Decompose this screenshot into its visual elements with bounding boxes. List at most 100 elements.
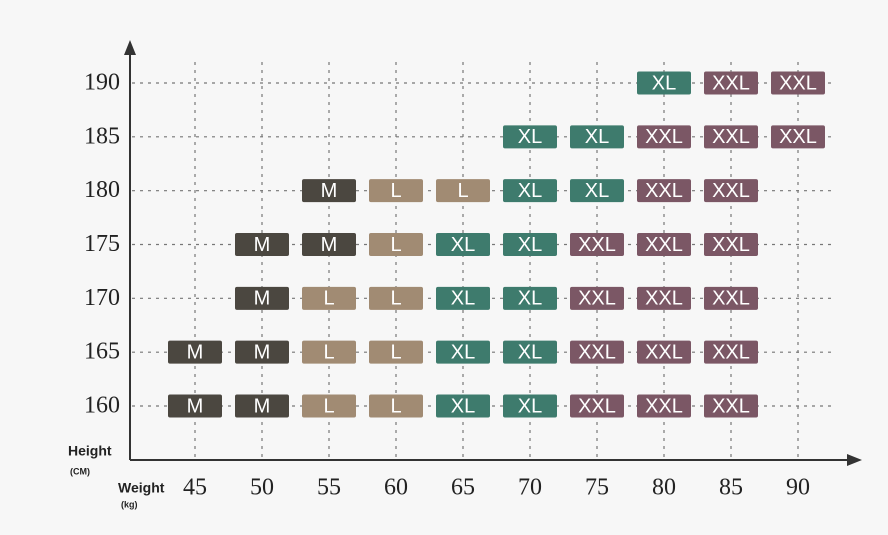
size-cell: [637, 179, 691, 203]
size-cell: [436, 394, 490, 418]
y-tick-label: 170: [84, 285, 120, 311]
x-tick-label: 70: [518, 475, 542, 501]
size-label: M: [187, 395, 204, 417]
size-cell: [436, 179, 490, 203]
size-label: M: [321, 180, 338, 202]
size-label: L: [390, 395, 401, 417]
x-tick-label: 60: [384, 475, 408, 501]
size-cell: [570, 125, 624, 149]
size-cell: [704, 125, 758, 149]
size-cell: [704, 394, 758, 418]
size-cell: [436, 340, 490, 364]
size-label: XXL: [645, 288, 683, 310]
size-cell: [704, 179, 758, 203]
size-label: L: [457, 180, 468, 202]
size-cell: [302, 233, 356, 256]
size-cell: [503, 125, 557, 149]
size-cell: [436, 233, 490, 256]
size-cell: [704, 340, 758, 364]
size-label: XXL: [712, 126, 750, 148]
size-cell: [771, 71, 825, 95]
x-tick-label: 65: [451, 475, 475, 501]
size-label: XL: [451, 395, 475, 417]
size-label: XXL: [712, 341, 750, 363]
x-tick-label: 45: [183, 475, 207, 501]
size-cell: [302, 286, 356, 310]
size-cell: [369, 394, 423, 418]
size-cell: [570, 286, 624, 310]
size-label: L: [390, 180, 401, 202]
size-label: XXL: [578, 288, 616, 310]
size-cell: [235, 233, 289, 256]
size-cell: [503, 340, 557, 364]
size-cell: [503, 286, 557, 310]
size-cell: [302, 179, 356, 203]
size-label: XL: [652, 72, 676, 94]
size-cell: [503, 233, 557, 256]
size-cell: [302, 394, 356, 418]
size-cell: [704, 71, 758, 95]
size-cell: [235, 340, 289, 364]
x-tick-label: 75: [585, 475, 609, 501]
size-cell: [503, 394, 557, 418]
size-cell: [570, 179, 624, 203]
size-label: XXL: [645, 180, 683, 202]
size-cell: [436, 286, 490, 310]
size-label: XL: [451, 341, 475, 363]
size-label: XXL: [712, 180, 750, 202]
size-label: XXL: [712, 395, 750, 417]
size-cell: [503, 179, 557, 203]
size-label: XL: [518, 341, 542, 363]
size-label: L: [390, 341, 401, 363]
size-label: XL: [585, 126, 609, 148]
size-cell: [235, 286, 289, 310]
size-label: XXL: [779, 126, 817, 148]
size-label: XL: [518, 234, 542, 256]
x-tick-label: 90: [786, 475, 810, 501]
size-label: M: [254, 288, 271, 310]
x-unit: (kg): [121, 499, 138, 509]
size-label: XL: [451, 234, 475, 256]
size-cell: [302, 340, 356, 364]
x-label: Weight: [118, 480, 165, 496]
size-cell: [637, 340, 691, 364]
size-label: M: [254, 395, 271, 417]
size-cell: [369, 233, 423, 256]
size-label: XL: [518, 288, 542, 310]
x-tick-label: 80: [652, 475, 676, 501]
x-tick-label: 50: [250, 475, 274, 501]
size-cell: [637, 125, 691, 149]
size-label: L: [323, 288, 334, 310]
size-label: XXL: [645, 395, 683, 417]
size-cell: [771, 125, 825, 149]
size-cell: [570, 394, 624, 418]
size-label: XL: [585, 180, 609, 202]
size-label: M: [321, 234, 338, 256]
size-cell: [369, 179, 423, 203]
size-label: XL: [451, 288, 475, 310]
size-label: XXL: [578, 234, 616, 256]
size-label: XXL: [645, 126, 683, 148]
size-cell: [570, 340, 624, 364]
y-tick-label: 190: [84, 70, 120, 96]
size-cell: [637, 233, 691, 256]
size-label: XXL: [645, 341, 683, 363]
size-cell: [704, 233, 758, 256]
size-label: XXL: [578, 341, 616, 363]
size-label: XXL: [712, 288, 750, 310]
y-tick-label: 165: [84, 339, 120, 365]
size-label: M: [254, 341, 271, 363]
size-label: XL: [518, 180, 542, 202]
y-tick-label: 180: [84, 177, 120, 203]
y-unit: (CM): [70, 466, 90, 476]
x-tick-label: 55: [317, 475, 341, 501]
size-label: L: [323, 395, 334, 417]
y-label: Height: [68, 443, 112, 459]
y-tick-label: 185: [84, 123, 120, 149]
size-label: L: [390, 288, 401, 310]
y-tick-label: 160: [84, 393, 120, 419]
size-cell: [637, 71, 691, 95]
size-cell: [704, 286, 758, 310]
size-cell: [235, 394, 289, 418]
